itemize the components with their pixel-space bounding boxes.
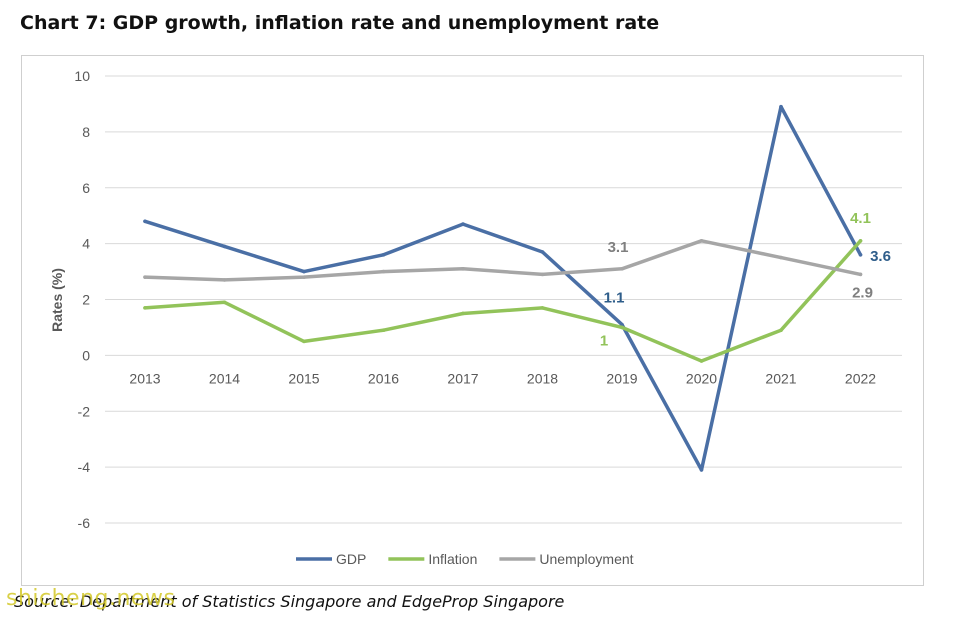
legend-label: Unemployment [539, 551, 633, 567]
data-point [222, 244, 227, 249]
y-tick-label: 4 [82, 236, 90, 252]
data-point [699, 468, 704, 472]
x-tick-label: 2022 [845, 370, 876, 386]
x-tick-label: 2020 [686, 370, 717, 386]
data-label: 3.1 [608, 239, 629, 256]
data-label: 2.9 [852, 284, 873, 301]
data-point [540, 250, 545, 254]
data-point [540, 306, 545, 310]
series-line-inflation [143, 239, 863, 363]
x-tick-label: 2017 [447, 370, 478, 386]
x-tick-label: 2019 [606, 370, 637, 386]
x-tick-label: 2016 [368, 370, 399, 386]
data-point [461, 311, 465, 316]
data-point [620, 266, 624, 271]
series-line-gdp [143, 104, 863, 472]
y-axis-title: Rates (%) [49, 268, 65, 332]
data-point [381, 253, 386, 257]
data-point [779, 255, 783, 260]
data-point [381, 328, 386, 333]
data-label: 3.6 [870, 248, 891, 265]
y-tick-label: -4 [78, 459, 91, 475]
source-note: Source: Department of Statistics Singapo… [14, 592, 565, 611]
data-point [620, 325, 624, 330]
data-point [302, 339, 306, 344]
series-line-unemployment [143, 239, 863, 282]
data-point [143, 306, 147, 310]
data-point [381, 269, 386, 274]
y-tick-label: 0 [82, 347, 90, 363]
y-tick-label: 8 [82, 124, 90, 140]
data-point [143, 219, 147, 224]
data-point [222, 300, 227, 305]
data-label: 1 [600, 332, 608, 349]
data-point [699, 359, 704, 363]
data-point [461, 266, 465, 271]
data-point [302, 275, 306, 279]
data-label: 4.1 [850, 210, 871, 227]
data-point [143, 275, 147, 279]
data-point [858, 253, 863, 257]
data-point [779, 104, 783, 109]
x-tick-label: 2021 [765, 370, 796, 386]
data-point [540, 272, 545, 277]
data-point [858, 272, 863, 277]
data-point [302, 269, 306, 274]
legend-label: GDP [336, 551, 366, 567]
y-tick-label: -2 [78, 403, 91, 419]
x-tick-label: 2013 [129, 370, 160, 386]
chart-title: Chart 7: GDP growth, inflation rate and … [20, 12, 660, 34]
legend-label: Inflation [428, 551, 477, 567]
y-tick-label: 10 [74, 68, 90, 84]
y-tick-label: 6 [82, 180, 90, 196]
data-point [222, 278, 227, 282]
x-tick-label: 2014 [209, 370, 240, 386]
y-tick-label: 2 [82, 292, 90, 308]
data-point [779, 328, 783, 333]
watermark: shicheng.news [6, 586, 176, 611]
y-tick-label: -6 [78, 515, 91, 531]
data-point [461, 222, 465, 226]
data-point [699, 239, 704, 243]
data-label: 1.1 [604, 290, 625, 307]
x-tick-label: 2015 [288, 370, 319, 386]
data-point [858, 239, 863, 243]
x-tick-label: 2018 [527, 370, 558, 386]
